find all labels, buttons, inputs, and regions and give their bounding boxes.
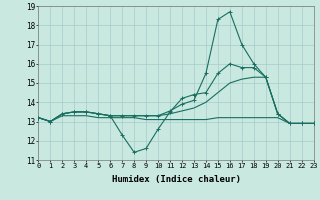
X-axis label: Humidex (Indice chaleur): Humidex (Indice chaleur) <box>111 175 241 184</box>
